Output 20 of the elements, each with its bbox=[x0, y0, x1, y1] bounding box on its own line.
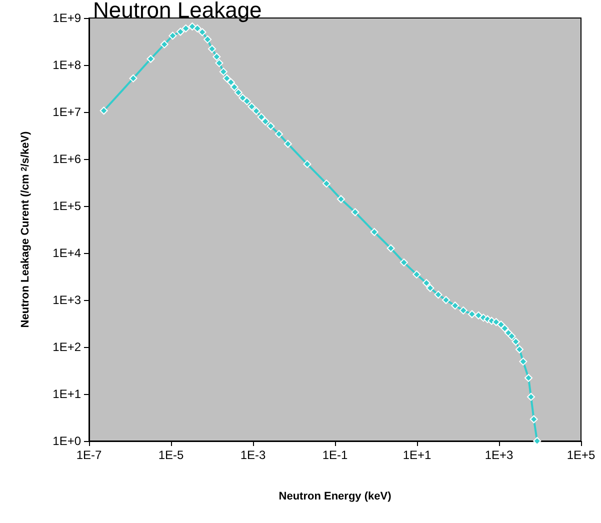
y-tick-label: 1E+7 bbox=[52, 105, 82, 119]
x-tick-label: 1E+5 bbox=[566, 448, 596, 462]
y-tick-label: 1E+5 bbox=[52, 199, 82, 213]
x-tick-label: 1E+1 bbox=[402, 448, 432, 462]
y-tick-label: 1E+1 bbox=[52, 387, 82, 401]
y-tick-label: 1E+3 bbox=[52, 293, 82, 307]
x-tick-label: 1E-1 bbox=[322, 448, 348, 462]
y-axis-title: Neutron Leakage Curent (/cm 2/s/keV) bbox=[20, 130, 32, 328]
x-tick-label: 1E+3 bbox=[484, 448, 514, 462]
y-tick-label: 1E+4 bbox=[52, 246, 82, 260]
chart-title: Neutron Leakage bbox=[93, 0, 262, 22]
y-tick-label: 1E+2 bbox=[52, 340, 82, 354]
x-tick-label: 1E-7 bbox=[76, 448, 102, 462]
x-tick-label: 1E-3 bbox=[240, 448, 266, 462]
y-tick-label: 1E+6 bbox=[52, 152, 82, 166]
x-axis-title: Neutron Energy (keV) bbox=[278, 490, 392, 502]
y-tick-label: 1E+8 bbox=[52, 58, 82, 72]
y-tick-label: 1E+0 bbox=[52, 434, 82, 448]
x-tick-label: 1E-5 bbox=[158, 448, 184, 462]
y-tick-label: 1E+9 bbox=[52, 11, 82, 25]
